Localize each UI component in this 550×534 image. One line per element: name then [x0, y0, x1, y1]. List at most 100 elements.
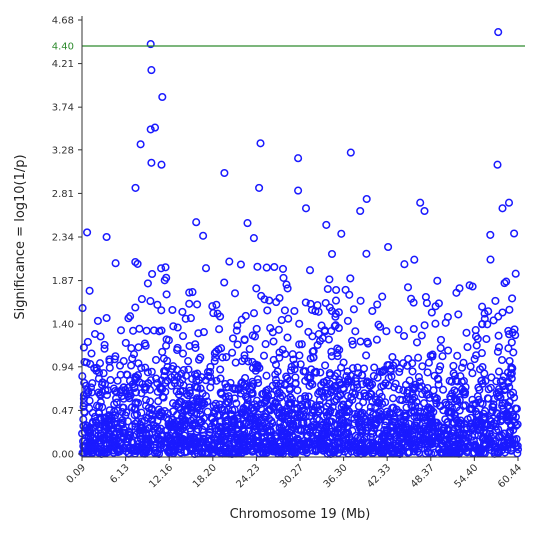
scatter-point: [194, 355, 204, 364]
scatter-point: [193, 300, 202, 309]
scatter-point: [153, 387, 162, 396]
scatter-point: [476, 399, 485, 408]
scatter-point: [110, 407, 119, 416]
scatter-point: [104, 447, 113, 456]
scatter-point: [178, 307, 187, 316]
scatter-point: [123, 438, 132, 447]
scatter-point: [346, 371, 355, 380]
scatter-point: [120, 425, 129, 434]
x-tick-label: 60.44: [496, 462, 524, 490]
scatter-point-notable: [192, 218, 201, 227]
scatter-point: [473, 392, 482, 401]
scatter-point: [84, 433, 93, 442]
scatter-point: [420, 321, 429, 330]
scatter-point: [211, 399, 220, 408]
scatter-point: [99, 369, 108, 378]
scatter-point: [331, 428, 340, 437]
scatter-point: [373, 398, 382, 407]
scatter-point: [459, 358, 468, 367]
scatter-point: [293, 404, 302, 413]
scatter-point: [134, 343, 143, 352]
scatter-point: [212, 376, 221, 385]
scatter-point: [512, 421, 521, 430]
scatter-point: [326, 406, 335, 415]
scatter-point: [331, 372, 340, 381]
scatter-point: [85, 286, 94, 295]
scatter-point: [511, 331, 520, 340]
scatter-point: [251, 421, 260, 431]
scatter-point: [359, 412, 368, 421]
scatter-point: [220, 278, 229, 287]
scatter-point-notable: [158, 92, 167, 102]
scatter-point: [272, 434, 281, 443]
scatter-point: [334, 433, 344, 442]
scatter-point: [157, 431, 166, 440]
scatter-point: [269, 337, 278, 346]
scatter-point: [185, 386, 194, 395]
scatter-point: [425, 404, 434, 413]
scatter-point: [137, 295, 146, 304]
scatter-point: [178, 349, 188, 358]
scatter-point-notable: [157, 160, 166, 169]
scatter-point: [191, 340, 200, 349]
scatter-point: [505, 305, 514, 314]
scatter-point: [349, 383, 358, 392]
scatter-point: [505, 397, 514, 406]
scatter-point: [105, 363, 114, 372]
scatter-point: [222, 397, 232, 406]
scatter-point: [283, 284, 292, 293]
scatter-point: [120, 444, 129, 453]
scatter-point: [324, 335, 333, 344]
scatter-point: [305, 266, 315, 275]
scatter-point: [225, 257, 234, 266]
scatter-point: [390, 412, 399, 421]
scatter-point: [117, 386, 126, 395]
scatter-point: [137, 389, 146, 398]
scatter-point: [491, 296, 500, 305]
scatter-point: [241, 311, 250, 320]
scatter-point: [184, 357, 193, 366]
scatter-point: [152, 374, 161, 383]
scatter-point: [330, 386, 339, 395]
scatter-point: [222, 426, 231, 435]
y-tick-label: 1.40: [52, 320, 74, 331]
scatter-point: [504, 326, 513, 335]
scatter-point: [375, 396, 384, 405]
scatter-point: [195, 398, 204, 407]
y-tick-label: 4.68: [52, 16, 74, 27]
scatter-point: [239, 382, 248, 391]
scatter-point: [290, 306, 299, 316]
scatter-point: [322, 376, 331, 385]
scatter-point: [308, 426, 318, 435]
scatter-point: [131, 399, 140, 408]
scatter-point: [237, 315, 246, 324]
scatter-point: [403, 428, 413, 437]
scatter-point: [366, 432, 375, 442]
scatter-point: [97, 442, 106, 451]
scatter-point: [436, 335, 446, 344]
scatter-point: [451, 414, 460, 424]
scatter-point: [131, 422, 140, 431]
scatter-point: [250, 332, 260, 341]
scatter-point: [167, 381, 176, 390]
scatter-point: [144, 403, 153, 413]
scatter-point: [478, 379, 487, 388]
scatter-point: [401, 411, 411, 420]
scatter-point: [285, 419, 294, 429]
scatter-point: [371, 402, 380, 412]
scatter-point: [331, 309, 340, 318]
scatter-point: [305, 381, 314, 390]
scatter-point: [423, 448, 432, 457]
scatter-point: [500, 441, 509, 450]
x-tick-label: 12.16: [147, 462, 175, 490]
scatter-point: [357, 439, 367, 448]
scatter-point: [111, 438, 120, 447]
scatter-point: [333, 352, 342, 361]
scatter-point-notable: [147, 158, 156, 167]
scatter-point: [274, 403, 283, 413]
scatter-point: [320, 430, 329, 440]
scatter-point: [158, 347, 167, 356]
scatter-point: [176, 445, 185, 454]
scatter-point: [308, 435, 318, 444]
scatter-point: [413, 413, 422, 422]
